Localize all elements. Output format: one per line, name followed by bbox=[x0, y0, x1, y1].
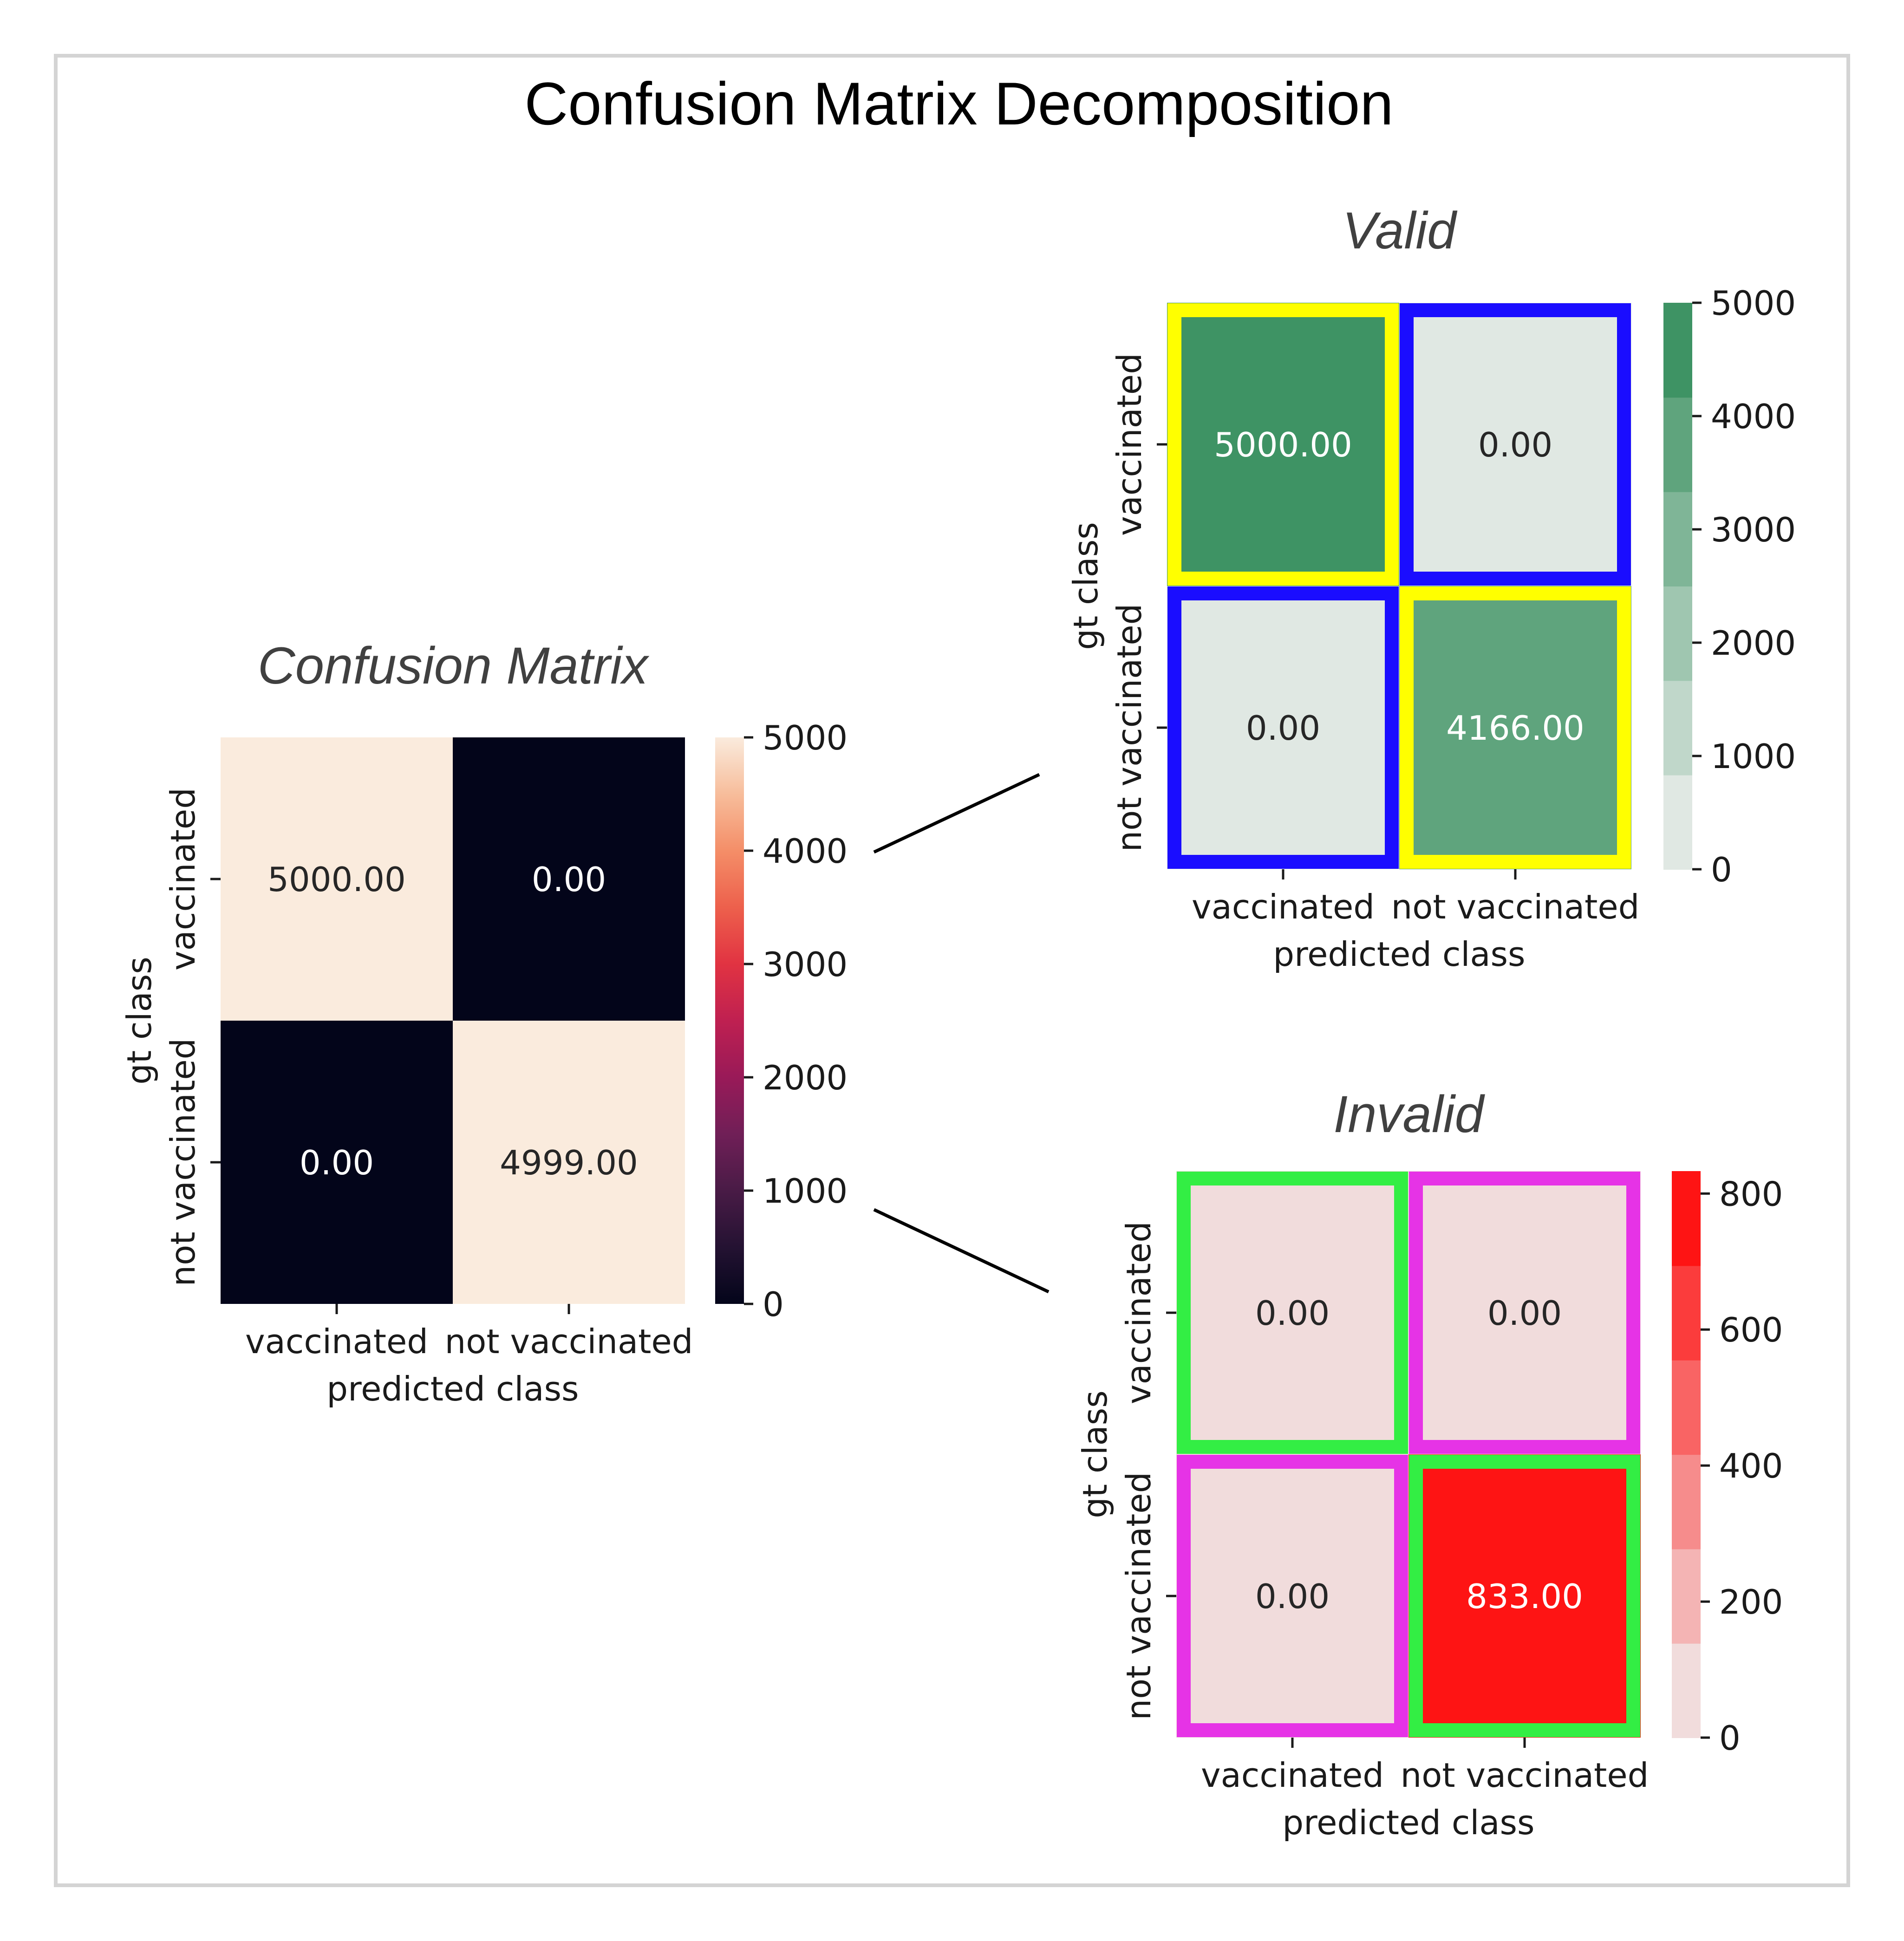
cm-colorbar bbox=[715, 737, 744, 1304]
valid-colorbar-segment-2 bbox=[1663, 586, 1692, 681]
cm-x-tick-label-0: vaccinated bbox=[245, 1322, 428, 1361]
valid-x-axis-label: predicted class bbox=[1273, 935, 1525, 974]
invalid-highlight-0-1 bbox=[1409, 1172, 1640, 1454]
cm-colorbar-tick-label-2: 2000 bbox=[763, 1058, 848, 1097]
valid-highlight-0-1 bbox=[1400, 303, 1631, 586]
invalid-colorbar-segment-0 bbox=[1672, 1643, 1701, 1738]
invalid-colorbar-segment-3 bbox=[1672, 1360, 1701, 1455]
invalid-y-tick-label-0: vaccinated bbox=[1119, 1221, 1158, 1404]
valid-colorbar-segment-0 bbox=[1663, 775, 1692, 870]
cm-y-axis-label: gt class bbox=[120, 957, 159, 1085]
valid-colorbar-segment-5 bbox=[1663, 303, 1692, 398]
invalid-highlight-1-0 bbox=[1177, 1455, 1408, 1737]
valid-colorbar-tick-label-4: 4000 bbox=[1711, 397, 1796, 436]
invalid-cell-label-0-1: 0.00 bbox=[1487, 1294, 1562, 1333]
invalid-highlight-1-1 bbox=[1409, 1455, 1640, 1737]
valid-cell-label-1-1: 4166.00 bbox=[1446, 709, 1584, 748]
invalid-cell-1-1 bbox=[1408, 1454, 1641, 1738]
valid-colorbar-tick-label-3: 3000 bbox=[1711, 510, 1796, 549]
confusion-matrix-panel: Confusion Matrix 5000.00 0.00 0.00 4999.00 va… bbox=[120, 637, 848, 1408]
valid-x-tick-label-1: not vaccinated bbox=[1391, 887, 1640, 926]
invalid-cell-1-0 bbox=[1176, 1454, 1408, 1738]
cm-x-tick-label-1: not vaccinated bbox=[445, 1322, 693, 1361]
figure-title: Confusion Matrix Decomposition bbox=[524, 70, 1393, 137]
invalid-highlight-0-0 bbox=[1177, 1172, 1408, 1454]
valid-subplot-title: Valid bbox=[1343, 202, 1458, 260]
cm-cell-label-1-1: 4999.00 bbox=[500, 1143, 638, 1182]
invalid-x-tick-label-1: not vaccinated bbox=[1401, 1756, 1649, 1795]
invalid-colorbar-segment-2 bbox=[1672, 1454, 1701, 1550]
valid-colorbar-tick-label-0: 0 bbox=[1711, 850, 1732, 889]
invalid-x-tick-label-0: vaccinated bbox=[1201, 1756, 1384, 1795]
valid-cell-1-1 bbox=[1399, 586, 1631, 869]
cm-cell-0-1 bbox=[453, 737, 685, 1021]
cm-cell-label-0-0: 5000.00 bbox=[267, 860, 406, 899]
cm-colorbar-tick-label-0: 0 bbox=[763, 1285, 784, 1324]
invalid-y-axis-label: gt class bbox=[1076, 1390, 1115, 1518]
invalid-colorbar-segment-5 bbox=[1672, 1171, 1701, 1266]
valid-cell-0-1 bbox=[1399, 303, 1631, 586]
invalid-colorbar-segment-1 bbox=[1672, 1549, 1701, 1644]
valid-y-tick-label-0: vaccinated bbox=[1110, 353, 1149, 536]
invalid-cell-label-1-1: 833.00 bbox=[1466, 1577, 1583, 1616]
valid-highlight-0-0 bbox=[1167, 303, 1399, 586]
cm-y-tick-label-0: vaccinated bbox=[163, 788, 202, 970]
invalid-x-axis-label: predicted class bbox=[1282, 1803, 1534, 1842]
valid-panel: Valid 5000.00 0.00 0.00 4166.00 vaccinated not… bbox=[1066, 202, 1796, 974]
cm-colorbar-tick-label-3: 3000 bbox=[763, 945, 848, 984]
invalid-colorbar-tick-label-3: 600 bbox=[1719, 1310, 1783, 1349]
valid-y-axis-label: gt class bbox=[1066, 522, 1105, 650]
invalid-subplot-title: Invalid bbox=[1333, 1085, 1485, 1143]
valid-colorbar-segment-4 bbox=[1663, 397, 1692, 492]
valid-cell-0-0 bbox=[1167, 303, 1399, 586]
invalid-cell-0-1 bbox=[1408, 1171, 1641, 1454]
invalid-colorbar-tick-label-1: 200 bbox=[1719, 1583, 1783, 1622]
valid-colorbar-tick-label-5: 5000 bbox=[1711, 284, 1796, 323]
valid-cell-label-1-0: 0.00 bbox=[1246, 709, 1320, 748]
cm-cell-1-0 bbox=[221, 1021, 453, 1304]
invalid-panel: Invalid 0.00 0.00 0.00 833.00 vaccinated not v… bbox=[1076, 1085, 1783, 1842]
valid-cell-label-0-0: 5000.00 bbox=[1214, 425, 1352, 464]
invalid-colorbar-tick-label-0: 0 bbox=[1719, 1719, 1741, 1758]
invalid-cell-label-1-0: 0.00 bbox=[1255, 1577, 1330, 1616]
valid-colorbar-tick-label-1: 1000 bbox=[1711, 737, 1796, 776]
cm-colorbar-tick-label-4: 4000 bbox=[763, 832, 848, 871]
valid-y-tick-label-1: not vaccinated bbox=[1110, 604, 1149, 852]
cm-cell-label-1-0: 0.00 bbox=[300, 1143, 374, 1182]
cm-cell-0-0 bbox=[221, 737, 453, 1021]
valid-colorbar-tick-label-2: 2000 bbox=[1711, 624, 1796, 663]
connector-line-invalid bbox=[873, 1208, 1050, 1294]
valid-highlight-1-0 bbox=[1167, 586, 1399, 869]
connector-line-valid bbox=[873, 773, 1040, 854]
invalid-y-tick-label-1: not vaccinated bbox=[1119, 1472, 1158, 1720]
invalid-cell-0-0 bbox=[1176, 1171, 1408, 1454]
valid-highlight-1-1 bbox=[1400, 586, 1631, 869]
valid-colorbar-segment-3 bbox=[1663, 491, 1692, 586]
cm-cell-1-1 bbox=[453, 1021, 685, 1304]
invalid-colorbar-segment-4 bbox=[1672, 1265, 1701, 1361]
valid-cell-1-0 bbox=[1167, 586, 1399, 869]
invalid-colorbar-tick-label-2: 400 bbox=[1719, 1446, 1783, 1485]
valid-colorbar-segment-1 bbox=[1663, 680, 1692, 775]
cm-cell-label-0-1: 0.00 bbox=[532, 860, 606, 899]
cm-colorbar-tick-label-1: 1000 bbox=[763, 1172, 848, 1211]
cm-colorbar-tick-label-5: 5000 bbox=[763, 718, 848, 757]
invalid-cell-label-0-0: 0.00 bbox=[1255, 1294, 1330, 1333]
valid-x-tick-label-0: vaccinated bbox=[1192, 887, 1375, 926]
cm-subplot-title: Confusion Matrix bbox=[258, 637, 650, 695]
cm-x-axis-label: predicted class bbox=[326, 1369, 579, 1408]
valid-cell-label-0-1: 0.00 bbox=[1478, 425, 1552, 464]
invalid-colorbar-tick-label-4: 800 bbox=[1719, 1174, 1783, 1213]
cm-y-tick-label-1: not vaccinated bbox=[163, 1038, 202, 1287]
